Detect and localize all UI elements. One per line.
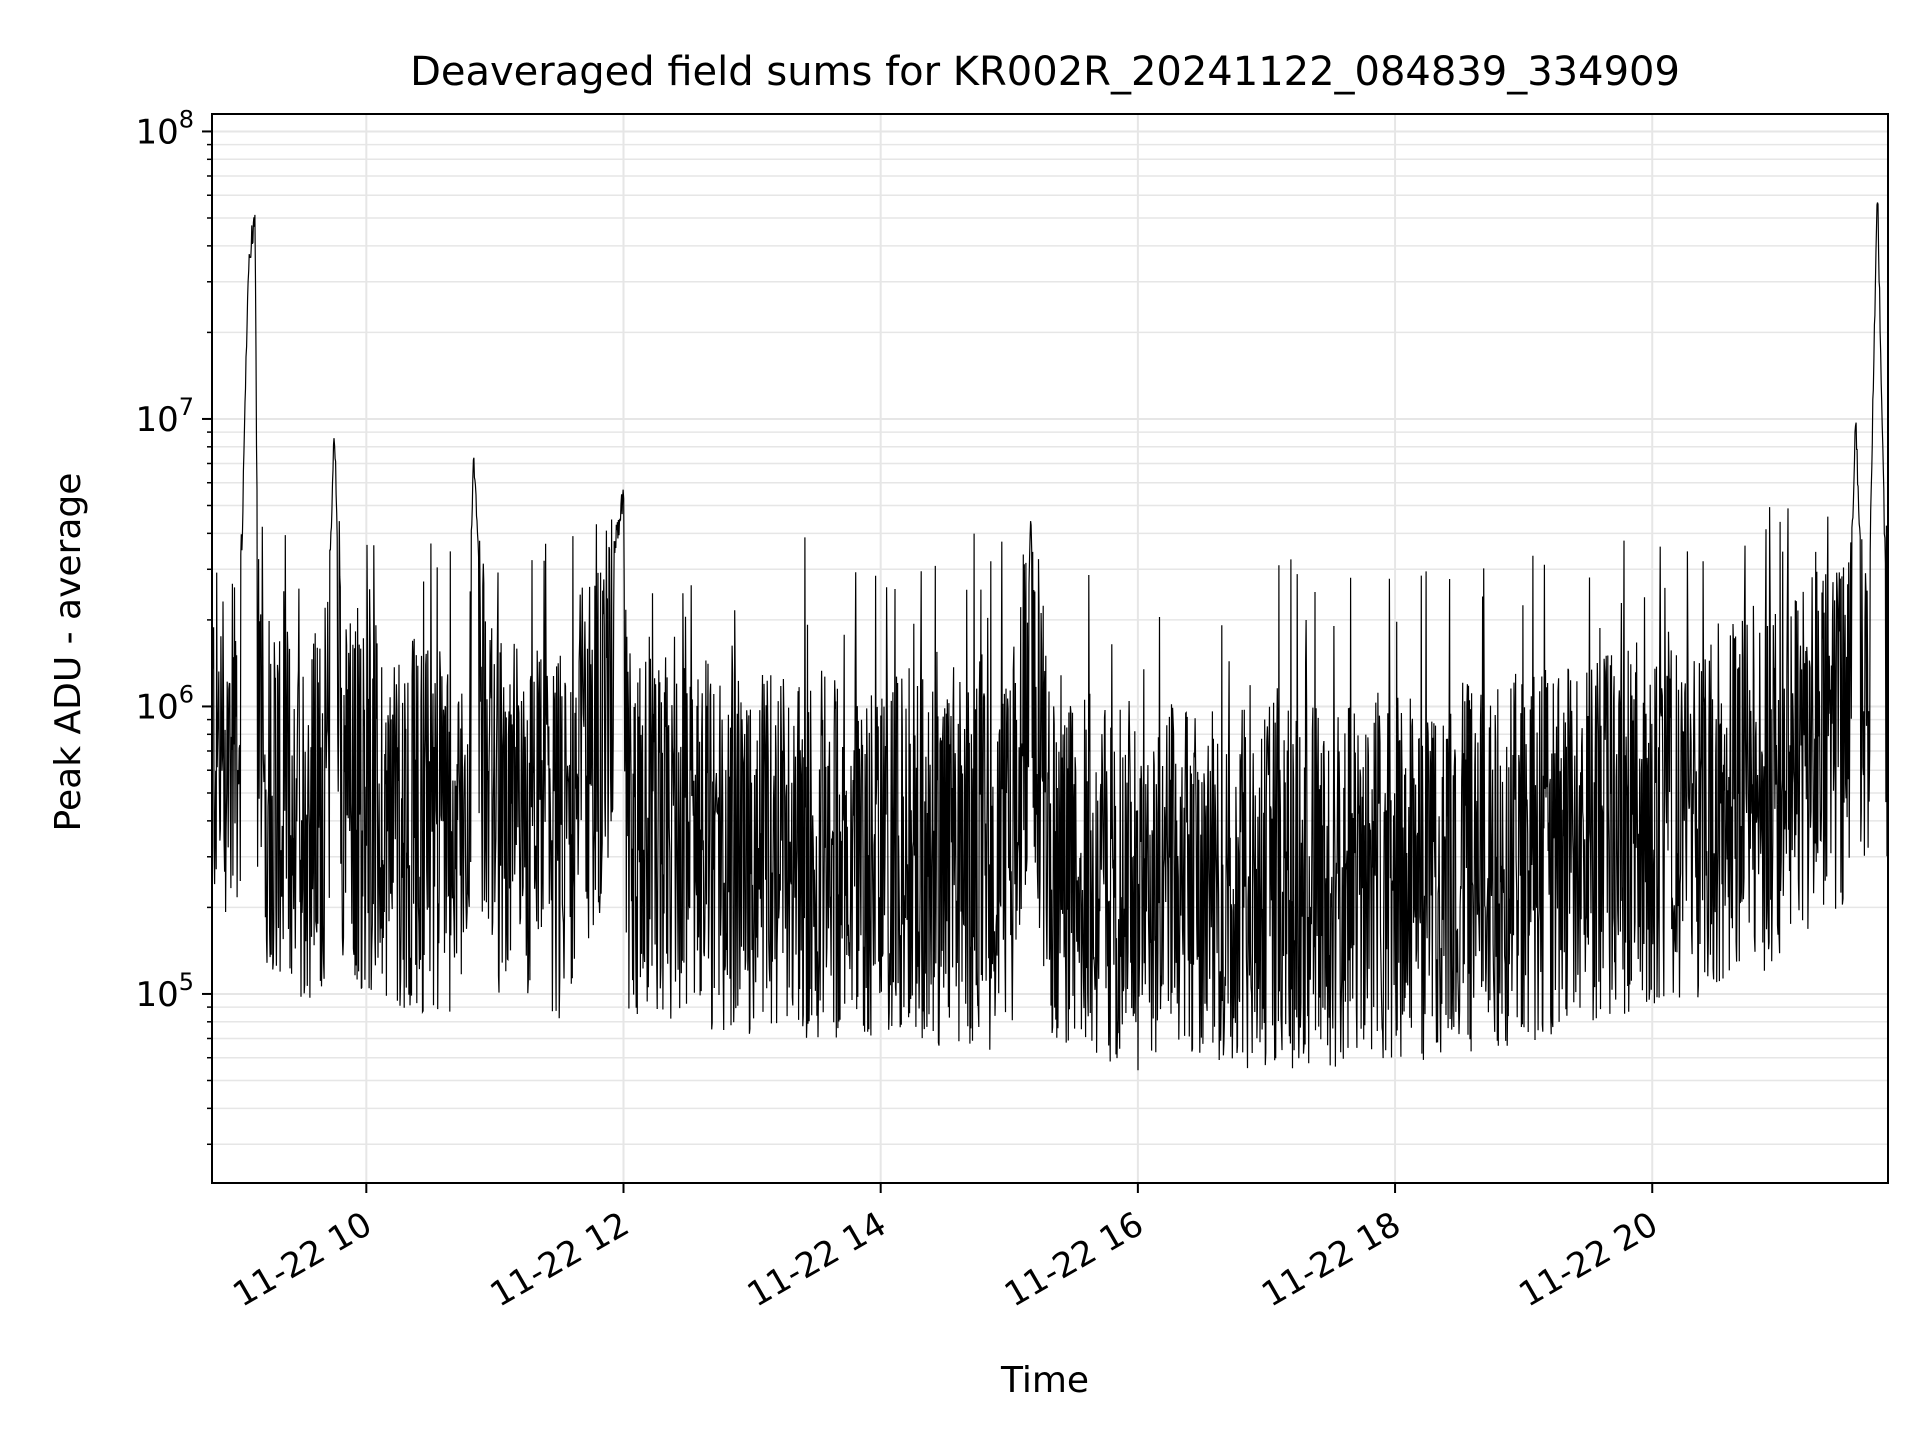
data-point [1395,879,1396,880]
data-point [473,439,474,440]
data-point [1030,510,1031,511]
data-point [527,827,528,828]
data-point [1523,856,1524,857]
y-axis-label: Peak ADU - average [48,473,89,832]
data-point [462,837,463,838]
data-point [752,848,753,849]
data-point [280,792,281,793]
data-layer [211,167,1889,1071]
data-point [1877,167,1878,168]
data-point [334,407,335,408]
y-tick-layer: 105 106 107 108 [135,105,212,1015]
data-point [623,482,624,483]
data-point [302,820,303,821]
data-point [1266,889,1267,890]
data-point [816,852,817,853]
data-point [1202,889,1203,890]
data-point [880,856,881,857]
data-point [627,837,628,838]
y-tick-label: 108 [135,105,194,152]
y-tick-label: 107 [135,393,194,440]
data-point [398,820,399,821]
data-point [254,199,255,200]
data-point [1716,806,1717,807]
data-point [1866,706,1867,707]
y-tick-label: 105 [135,968,194,1015]
x-axis-label: Time [1000,1360,1089,1401]
data-point [1330,884,1331,885]
data-point [1052,874,1053,875]
data-point [494,820,495,821]
chart-title: Deaveraged field sums for KR002R_2024112… [410,49,1680,95]
data-point [259,770,260,771]
data-point [1812,760,1813,761]
data-point [687,844,688,845]
plot-frame [211,113,1889,1184]
data-point [430,827,431,828]
data-point [227,760,228,761]
data-point [944,861,945,862]
data-point [1095,879,1096,880]
data-point [248,245,249,246]
data-point [237,719,238,720]
data-point [1587,837,1588,838]
data-point [1137,884,1138,885]
data-point [1780,781,1781,782]
data-point [1855,407,1856,408]
data-point [1652,820,1653,821]
data-point [366,806,367,807]
data-point [559,834,560,835]
data-point [323,806,324,807]
data-point [1459,869,1460,870]
data-series-line [211,202,1889,1071]
y-tick-label: 106 [135,680,194,727]
data-point [344,792,345,793]
data-point [1009,869,1010,870]
data-point [1845,719,1846,720]
